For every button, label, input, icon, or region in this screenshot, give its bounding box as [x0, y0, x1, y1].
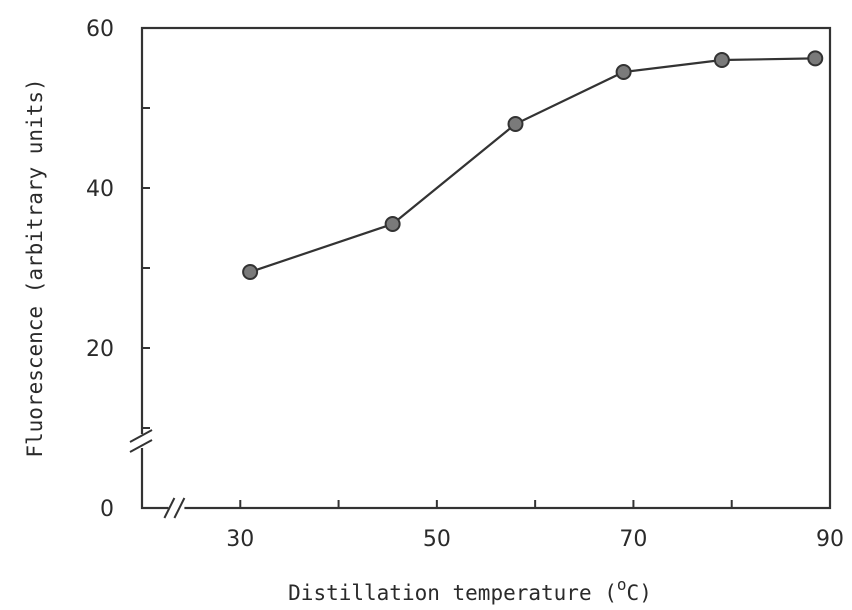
- data-point: [807, 50, 824, 67]
- x-tick-label: 50: [423, 527, 451, 552]
- y-tick-label: 40: [86, 177, 114, 202]
- y-axis-title: Fluorescence (arbitrary units): [23, 78, 47, 457]
- x-axis-ticks: 30 50 70 90: [141, 500, 844, 552]
- data-point: [713, 52, 730, 68]
- data-point: [615, 64, 632, 80]
- y-tick-label: 60: [86, 17, 114, 42]
- y-tick-label: 20: [86, 337, 114, 362]
- series: [242, 50, 824, 280]
- axis-breaks: [129, 429, 186, 519]
- x-break-mark: [163, 497, 176, 519]
- x-tick-label: 70: [619, 527, 647, 552]
- x-break-mark: [173, 497, 186, 519]
- data-point: [242, 264, 259, 280]
- y-axis-ticks: 0 20 40 60: [86, 17, 150, 522]
- x-tick-label: 90: [816, 527, 844, 552]
- y-tick-label: 0: [100, 497, 114, 522]
- y-break-mark: [129, 429, 153, 443]
- y-break-mark: [129, 439, 153, 453]
- series-line: [249, 57, 816, 274]
- x-axis-title: Distillation temperature (oC): [288, 575, 652, 605]
- data-point: [507, 116, 524, 132]
- x-tick-label: 30: [226, 527, 254, 552]
- data-point: [384, 216, 401, 232]
